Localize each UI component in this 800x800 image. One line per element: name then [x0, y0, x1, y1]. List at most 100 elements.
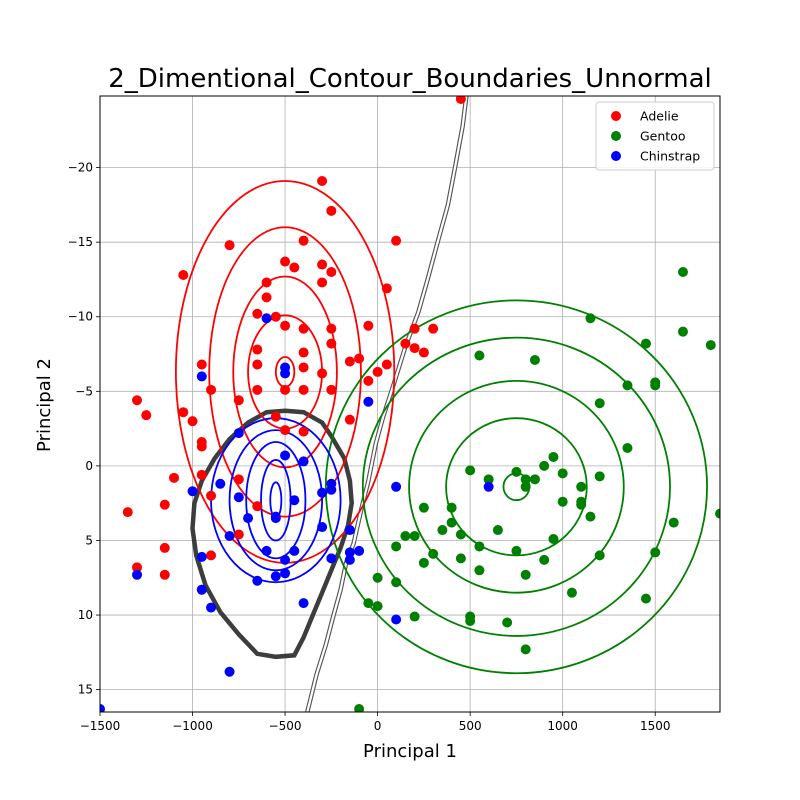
point-gentoo — [520, 474, 531, 485]
point-gentoo — [446, 517, 457, 528]
legend-box — [595, 101, 715, 171]
point-gentoo — [437, 525, 448, 536]
point-chinstrap — [298, 456, 309, 467]
point-adelie — [298, 235, 309, 246]
point-chinstrap — [317, 522, 328, 533]
point-gentoo — [594, 471, 605, 482]
point-adelie — [354, 353, 365, 364]
point-gentoo — [455, 529, 466, 540]
point-chinstrap — [344, 525, 355, 536]
point-adelie — [391, 235, 402, 246]
point-adelie — [289, 262, 300, 273]
point-chinstrap — [233, 492, 244, 503]
legend-label-chinstrap: Chinstrap — [640, 149, 700, 164]
point-gentoo — [428, 548, 439, 559]
point-gentoo — [354, 704, 365, 712]
y-tick-label: −15 — [68, 235, 93, 249]
point-adelie — [224, 240, 235, 251]
point-chinstrap — [187, 486, 198, 497]
contour-adelie — [208, 226, 362, 518]
point-chinstrap — [270, 571, 281, 582]
point-gentoo — [511, 466, 522, 477]
x-tick-label: −500 — [269, 719, 302, 733]
point-adelie — [169, 472, 180, 483]
point-gentoo — [585, 511, 596, 522]
point-adelie — [298, 323, 309, 334]
point-adelie — [326, 384, 337, 395]
contour-chinstrap — [228, 429, 323, 572]
point-adelie — [252, 359, 263, 370]
point-gentoo — [594, 398, 605, 409]
point-adelie — [270, 311, 281, 322]
point-gentoo — [511, 545, 522, 556]
point-chinstrap — [354, 545, 365, 556]
point-chinstrap — [344, 554, 355, 565]
point-gentoo — [474, 565, 485, 576]
point-gentoo — [418, 557, 429, 568]
point-gentoo — [372, 572, 383, 583]
point-chinstrap — [391, 481, 402, 492]
point-gentoo — [594, 550, 605, 561]
point-adelie — [261, 277, 272, 288]
point-adelie — [372, 366, 383, 377]
point-gentoo — [502, 617, 513, 628]
point-adelie — [400, 338, 411, 349]
point-gentoo — [400, 531, 411, 541]
point-gentoo — [548, 533, 559, 544]
point-gentoo — [539, 460, 550, 471]
point-gentoo — [529, 474, 540, 485]
point-adelie — [363, 320, 374, 331]
point-adelie — [252, 384, 263, 395]
point-adelie — [132, 395, 143, 406]
point-chinstrap — [206, 602, 217, 613]
y-tick-label: −20 — [68, 161, 93, 175]
point-gentoo — [576, 481, 587, 492]
point-adelie — [196, 469, 207, 480]
point-chinstrap — [280, 450, 291, 461]
point-gentoo — [520, 481, 531, 492]
point-adelie — [159, 569, 170, 580]
y-axis-label: Principal 2 — [34, 358, 55, 452]
point-adelie — [159, 499, 170, 510]
y-tick-label: −10 — [68, 310, 93, 324]
point-adelie — [418, 347, 429, 358]
point-chinstrap — [224, 666, 235, 677]
point-gentoo — [557, 496, 568, 507]
point-adelie — [428, 323, 439, 334]
point-adelie — [178, 269, 189, 280]
point-gentoo — [409, 611, 420, 622]
point-adelie — [455, 96, 466, 104]
point-chinstrap — [317, 487, 328, 498]
point-gentoo — [650, 377, 661, 388]
y-tick-label: −5 — [75, 384, 93, 398]
x-tick-label: 500 — [459, 719, 482, 733]
point-adelie — [344, 356, 355, 367]
decision-boundary-closed — [190, 408, 354, 660]
point-gentoo — [622, 443, 633, 453]
point-gentoo — [520, 569, 531, 580]
point-adelie — [298, 384, 309, 395]
point-adelie — [317, 368, 328, 379]
point-adelie — [317, 277, 328, 288]
point-adelie — [132, 562, 143, 573]
x-tick-label: 0 — [374, 719, 382, 733]
point-adelie — [326, 323, 337, 334]
point-chinstrap — [280, 554, 291, 565]
point-gentoo — [566, 587, 577, 598]
x-tick-label: 1000 — [547, 719, 578, 733]
point-chinstrap — [270, 511, 281, 522]
point-adelie — [409, 343, 420, 354]
legend-marker-chinstrap — [611, 151, 621, 161]
point-gentoo — [492, 525, 503, 536]
chart-title: 2_Dimentional_Contour_Boundaries_Unnorma… — [108, 64, 712, 94]
point-chinstrap — [215, 478, 226, 489]
x-tick-label: −1000 — [172, 719, 213, 733]
point-adelie — [233, 529, 244, 540]
point-gentoo — [677, 267, 688, 277]
point-gentoo — [372, 601, 383, 612]
point-gentoo — [650, 547, 661, 558]
contour-gentoo — [324, 299, 708, 675]
point-adelie — [159, 542, 170, 553]
point-adelie — [298, 426, 309, 437]
